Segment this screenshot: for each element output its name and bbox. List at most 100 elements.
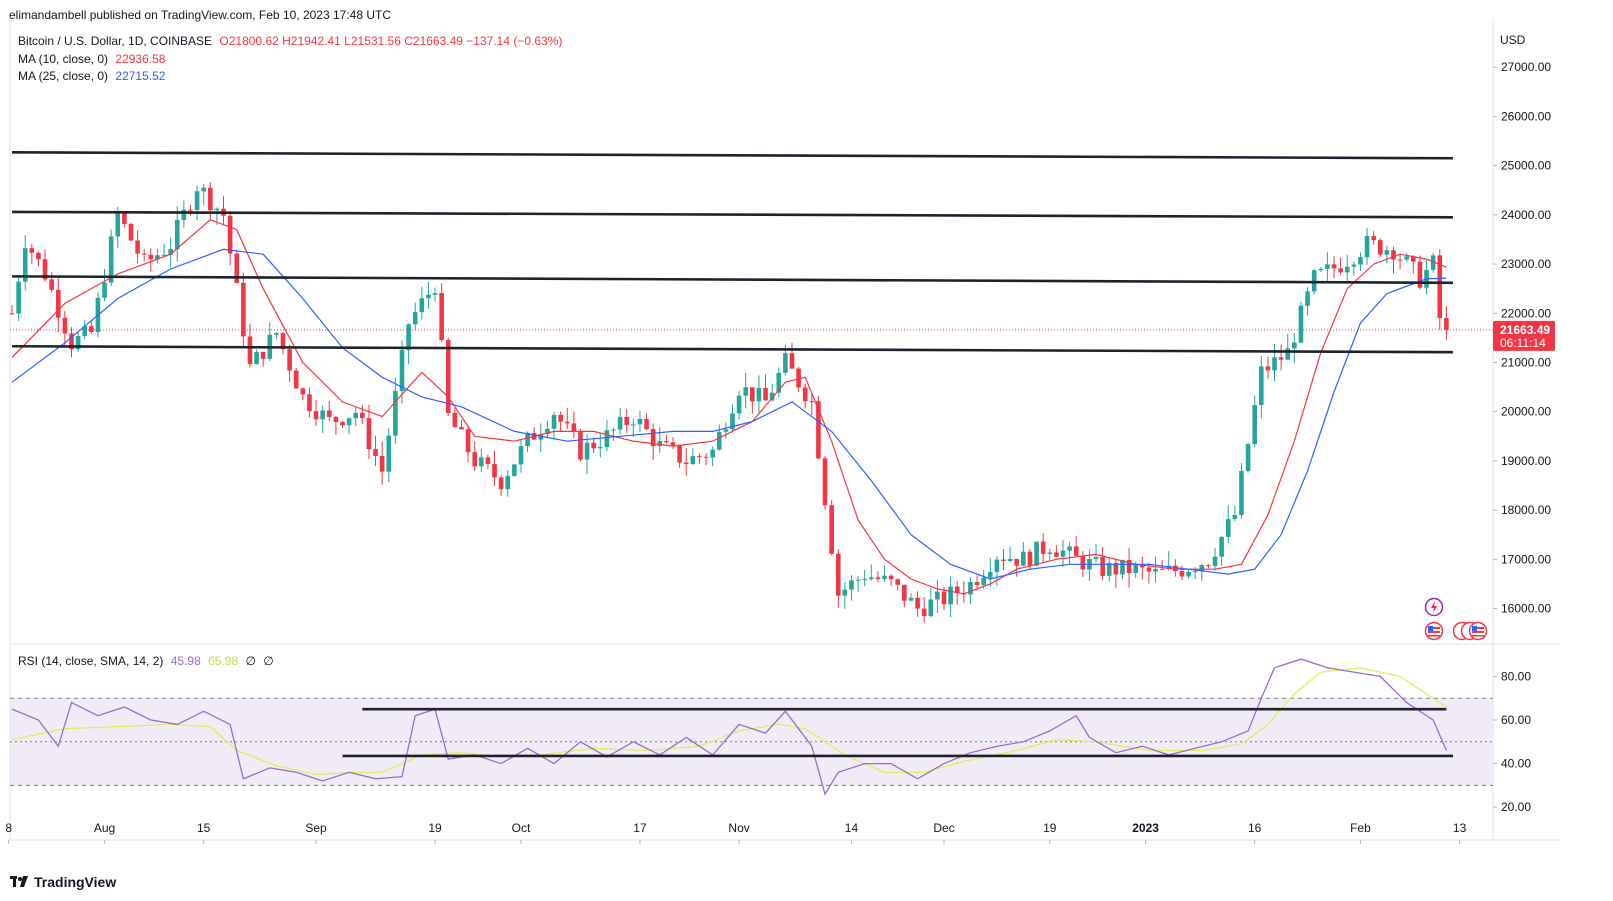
candle-body [1384, 250, 1390, 255]
candle-body [703, 456, 709, 458]
candle-body [1212, 556, 1218, 567]
candle-body [670, 442, 676, 446]
candle-body [1344, 266, 1350, 273]
price-trendline-2[interactable] [11, 210, 1453, 219]
candle-body [604, 430, 610, 448]
candle-body [1272, 357, 1277, 371]
candle-body [789, 353, 795, 369]
candle-body [293, 370, 299, 389]
candle-body [459, 427, 464, 430]
price-trendline-3[interactable] [11, 275, 1453, 285]
candle-body [102, 282, 107, 298]
candle-body [736, 395, 742, 414]
candle-body [1027, 551, 1033, 566]
candle-body [439, 293, 444, 341]
time-tick-label: 8 [5, 821, 12, 835]
us-flag-events-group-icon[interactable] [1452, 621, 1488, 641]
candle-body [1444, 317, 1449, 330]
rsi-tick-label: 60.00 [1501, 713, 1531, 727]
candle-body [366, 418, 372, 450]
candle-body [1140, 565, 1145, 568]
candle-body [948, 586, 953, 605]
candle-body [1232, 515, 1238, 520]
candle-body [1153, 568, 1158, 572]
candle-body [611, 429, 616, 431]
candle-body [1106, 563, 1112, 576]
candle-body [1391, 250, 1396, 260]
legend-symbol: Bitcoin / U.S. Dollar, 1D, COINBASE [18, 34, 213, 48]
candle-body [888, 575, 894, 580]
candle-body [208, 187, 213, 211]
price-tick-label: 24000.00 [1501, 208, 1551, 222]
candle-body [1007, 559, 1013, 562]
candle-body [89, 326, 94, 332]
candle-body [1166, 565, 1172, 570]
candle-body [1358, 257, 1363, 265]
candle-body [168, 249, 173, 255]
candle-body [234, 253, 240, 283]
candle-body [1258, 366, 1264, 406]
candle-body [69, 333, 74, 350]
rsi-sma-line [11, 667, 1447, 776]
ma10-line [11, 219, 1447, 595]
candle-body [525, 432, 530, 447]
candle-body [360, 412, 365, 419]
candle-body [915, 597, 920, 609]
candle-body [1014, 559, 1020, 566]
candle-body [1437, 255, 1443, 318]
tradingview-logo[interactable]: TradingView [10, 874, 116, 890]
currency-label: USD [1500, 33, 1526, 47]
candle-body [1179, 571, 1185, 577]
price-tick-label: 18000.00 [1501, 503, 1551, 517]
candle-body [1113, 563, 1119, 575]
legend-rsi-label: RSI (14, close, SMA, 14, 2) [18, 654, 164, 668]
candle-body [954, 586, 960, 594]
candle-body [1093, 557, 1099, 559]
candle-body [1126, 559, 1132, 574]
candle-body [49, 279, 54, 290]
lightning-event-icon[interactable] [1424, 597, 1444, 617]
candle-body [809, 401, 815, 403]
candle-body [994, 559, 1000, 573]
candle-body [624, 416, 630, 425]
candle-body [280, 333, 286, 350]
candle-body [882, 575, 887, 580]
candle-body [181, 209, 187, 220]
candle-body [492, 463, 497, 478]
legend-ma25-row: MA (25, close, 0) 22715.52 [18, 69, 165, 83]
candle-body [55, 289, 61, 318]
time-tick-label: Feb [1350, 821, 1371, 835]
candle-body [816, 401, 821, 459]
time-tick-label: 16 [1248, 821, 1262, 835]
candle-body [287, 349, 292, 371]
candle-body [875, 577, 881, 580]
candle-body [1120, 559, 1125, 575]
candle-body [346, 418, 352, 426]
candle-body [750, 387, 755, 402]
candle-body [564, 421, 570, 424]
candle-body [9, 313, 15, 315]
candle-body [42, 259, 48, 280]
candle-body [465, 429, 471, 453]
candle-body [1278, 357, 1284, 360]
last-price-badge [1493, 320, 1555, 351]
us-flag-event-icon[interactable] [1424, 621, 1444, 641]
candle-body [974, 582, 980, 586]
price-trendline-1[interactable] [11, 151, 1453, 160]
candle-body [1292, 342, 1297, 349]
time-tick-label: 19 [1043, 821, 1057, 835]
price-tick-label: 25000.00 [1501, 159, 1551, 173]
candle-body [1430, 255, 1436, 270]
candle-body [22, 248, 28, 282]
legend-ma10-label: MA (10, close, 0) [18, 52, 109, 66]
candle-body [822, 458, 828, 506]
price-trendline-4[interactable] [11, 344, 1453, 354]
published-caption: elimandambell published on TradingView.c… [9, 8, 392, 22]
candle-body [498, 477, 504, 490]
time-tick-label: Dec [933, 821, 954, 835]
candle-body [941, 591, 947, 605]
candle-body [1040, 541, 1046, 554]
candle-body [194, 191, 200, 210]
last-price-label: 21663.49 [1500, 323, 1550, 337]
